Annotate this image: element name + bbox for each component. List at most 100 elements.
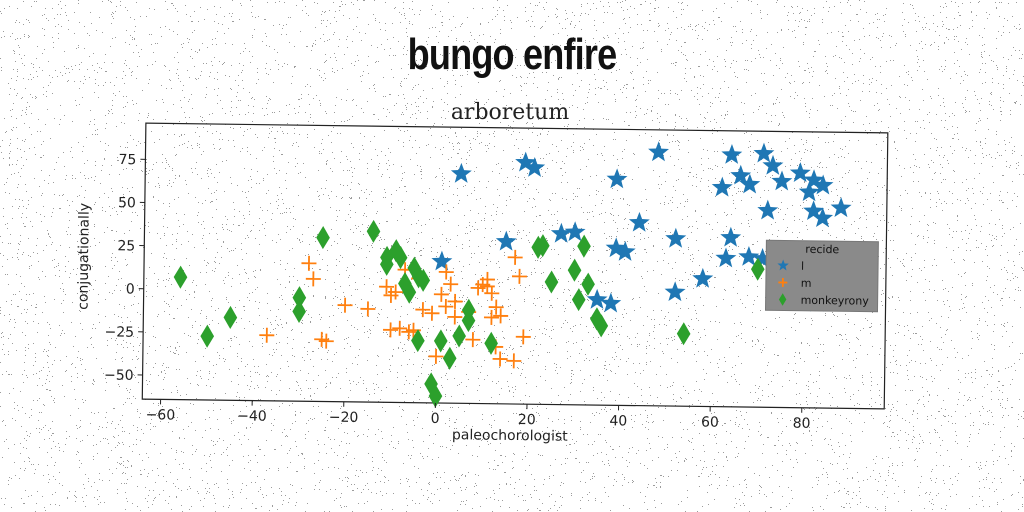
data-point-diamond: [200, 324, 215, 348]
x-tick-label: −60: [146, 407, 176, 423]
legend: recide lm monkeyrony: [764, 239, 879, 313]
data-point-star: [606, 168, 628, 189]
legend-box: [764, 239, 879, 313]
data-point-star: [614, 240, 636, 261]
data-point-diamond: [750, 257, 765, 281]
data-point-plus: [415, 302, 431, 318]
data-point-plus: [506, 353, 522, 369]
data-point-star: [665, 227, 687, 248]
legend-marker-star: [777, 259, 789, 271]
data-point-plus: [479, 278, 495, 294]
data-point-star: [664, 281, 686, 302]
data-point-star: [550, 222, 572, 243]
data-point-star: [600, 292, 622, 313]
data-point-plus: [447, 293, 463, 309]
data-point-plus: [507, 249, 523, 265]
data-point-star: [515, 151, 537, 172]
y-tick-label: 75: [118, 152, 136, 168]
data-point-diamond: [407, 256, 422, 280]
x-axis-ticks: −60 −40 −20 0 20 40 60 80: [146, 399, 811, 432]
data-point-star: [605, 237, 627, 258]
data-point-star: [711, 176, 733, 197]
data-point-plus: [301, 255, 317, 271]
data-point-star: [812, 207, 834, 228]
data-point-star: [715, 247, 737, 268]
data-point-diamond: [594, 314, 609, 338]
data-point-diamond: [366, 219, 381, 243]
x-tick-label: −20: [329, 410, 359, 426]
data-point-diamond: [402, 280, 417, 304]
legend-title: recide: [805, 243, 839, 256]
x-tick-label: −40: [237, 408, 267, 424]
data-point-star: [720, 226, 742, 247]
data-point-plus: [492, 351, 508, 367]
data-point-diamond: [389, 239, 403, 263]
data-point-plus: [438, 298, 454, 315]
data-point-plus: [433, 286, 449, 302]
data-point-plus: [493, 308, 509, 324]
data-point-diamond: [316, 226, 330, 250]
data-point-star: [771, 170, 793, 191]
data-point-plus: [424, 305, 440, 321]
data-point-plus: [383, 322, 399, 338]
data-point-diamond: [676, 322, 691, 346]
y-tick-label: −25: [104, 324, 134, 340]
data-point-diamond: [577, 234, 591, 258]
data-point-star: [757, 199, 779, 220]
y-axis-label: conjugationally: [75, 203, 92, 310]
data-point-diamond: [411, 329, 425, 353]
y-tick-label: 50: [118, 195, 136, 211]
data-point-diamond: [544, 270, 559, 294]
data-point-plus: [428, 348, 444, 364]
x-tick-label: 20: [518, 412, 536, 428]
data-point-diamond: [452, 324, 466, 348]
data-point-diamond: [433, 329, 448, 353]
data-point-plus: [305, 271, 321, 287]
data-point-star: [524, 156, 546, 177]
x-tick-label: 60: [701, 414, 719, 430]
data-point-star: [431, 250, 453, 271]
data-point-star: [648, 141, 669, 162]
data-point-diamond: [292, 286, 307, 310]
x-tick-label: 80: [793, 416, 811, 432]
data-point-star: [730, 164, 752, 185]
data-point-diamond: [442, 346, 457, 370]
data-point-star: [495, 230, 517, 251]
legend-label: l: [801, 260, 804, 273]
data-point-star: [789, 162, 811, 183]
data-point-diamond: [461, 309, 476, 333]
data-point-diamond: [484, 331, 498, 355]
legend-label: m: [801, 277, 812, 290]
y-tick-label: −50: [104, 367, 134, 383]
data-point-diamond: [292, 299, 306, 324]
data-point-star: [812, 174, 834, 195]
data-point-diamond: [567, 258, 582, 282]
data-point-star: [692, 267, 714, 288]
data-point-diamond: [398, 271, 412, 296]
chart-title: arboretum: [451, 100, 570, 125]
data-point-plus: [337, 297, 353, 313]
legend-label: monkeyrony: [801, 294, 870, 308]
data-point-diamond: [428, 384, 443, 408]
data-point-plus: [259, 327, 275, 343]
x-tick-label: 0: [431, 411, 440, 427]
data-point-plus: [318, 333, 334, 349]
data-point-plus: [488, 299, 504, 315]
data-point-plus: [438, 264, 454, 280]
data-point-plus: [379, 279, 395, 295]
plot-frame: [141, 122, 889, 410]
data-point-plus: [515, 329, 531, 345]
data-point-diamond: [535, 234, 550, 258]
data-point-star: [450, 162, 472, 183]
legend-marker-diamond: [778, 293, 787, 306]
data-point-star: [830, 197, 852, 218]
data-point-diamond: [393, 246, 408, 270]
data-marks: [173, 141, 860, 408]
data-point-star: [803, 200, 825, 221]
data-point-diamond: [571, 288, 586, 312]
data-point-plus: [465, 332, 481, 348]
data-point-star: [564, 221, 586, 242]
y-tick-label: 0: [126, 282, 135, 298]
data-point-star: [753, 142, 775, 163]
